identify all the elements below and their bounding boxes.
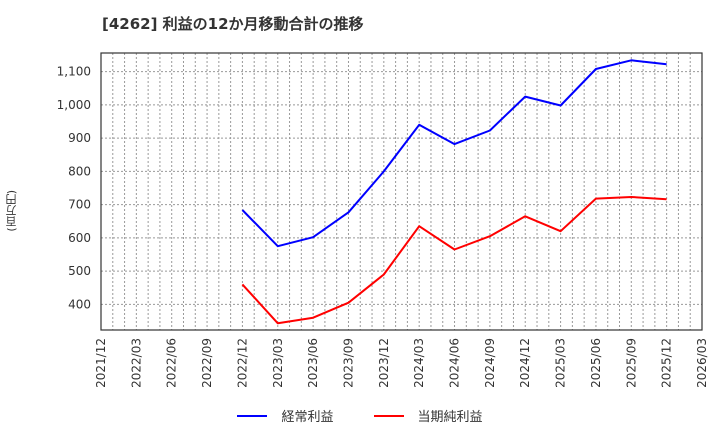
x-tick-label: 2025/12 xyxy=(660,338,674,388)
x-tick-label: 2022/06 xyxy=(165,338,179,388)
y-tick-label: 700 xyxy=(68,198,91,212)
x-tick-label: 2024/12 xyxy=(518,338,532,388)
legend-swatch-red xyxy=(373,414,404,417)
x-tick-label: 2022/03 xyxy=(129,338,143,388)
x-tick-label: 2024/09 xyxy=(483,338,497,388)
y-tick-label: 900 xyxy=(68,131,91,145)
x-tick-label: 2022/09 xyxy=(200,338,214,388)
y-tick-label: 400 xyxy=(68,297,91,311)
x-tick-label: 2022/12 xyxy=(235,338,249,388)
x-tick-label: 2023/06 xyxy=(306,338,320,388)
x-tick-label: 2026/03 xyxy=(695,338,709,388)
y-tick-label: 1,100 xyxy=(57,65,91,79)
legend-swatch-blue xyxy=(237,414,268,417)
series-line-net-income xyxy=(241,196,667,325)
legend-item-net-income: 当期純利益 xyxy=(373,406,483,425)
chart-title: [4262] 利益の12か月移動合計の推移 xyxy=(102,15,364,33)
x-tick-label: 2024/06 xyxy=(448,338,462,388)
grid xyxy=(101,53,702,330)
x-tick-label: 2025/06 xyxy=(589,338,603,388)
y-tick-label: 600 xyxy=(68,231,91,245)
y-tick-label: 1,000 xyxy=(57,98,91,112)
x-tick-label: 2021/12 xyxy=(94,338,108,388)
x-tick-label: 2025/03 xyxy=(554,338,568,388)
series-line-ordinary-profit xyxy=(241,59,667,248)
plot-frame xyxy=(100,52,703,331)
y-tick-label: 800 xyxy=(68,164,91,178)
x-tick-label: 2025/09 xyxy=(624,338,638,388)
legend-item-ordinary-profit: 経常利益 xyxy=(237,406,334,425)
x-tick-label: 2023/12 xyxy=(377,338,391,388)
x-tick-label: 2023/09 xyxy=(341,338,355,388)
legend-label: 当期純利益 xyxy=(417,410,483,425)
legend-label: 経常利益 xyxy=(281,410,334,425)
y-tick-label: 500 xyxy=(68,264,91,278)
legend: 経常利益 当期純利益 xyxy=(0,406,720,425)
x-tick-label: 2024/03 xyxy=(412,338,426,388)
x-tick-label: 2023/03 xyxy=(271,338,285,388)
